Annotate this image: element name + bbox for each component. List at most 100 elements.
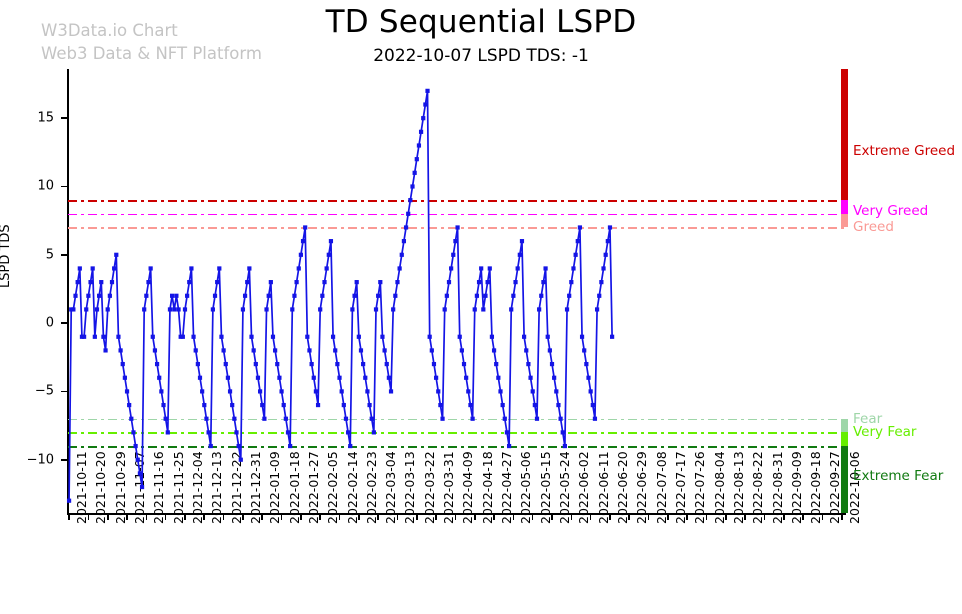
- data-series-lspd-tds: [66, 88, 615, 503]
- series-marker: [221, 348, 226, 353]
- series-marker: [300, 239, 306, 244]
- x-tick: [261, 513, 264, 520]
- series-marker: [491, 348, 497, 353]
- series-marker: [601, 266, 606, 271]
- threshold-line: [68, 418, 845, 421]
- series-marker: [182, 307, 188, 312]
- x-tick: [454, 513, 457, 520]
- series-marker: [363, 375, 368, 380]
- series-marker: [187, 280, 192, 285]
- x-tick: [647, 513, 650, 520]
- series-marker: [378, 280, 383, 285]
- series-marker: [457, 334, 462, 339]
- series-marker: [146, 280, 151, 285]
- series-marker: [384, 361, 389, 367]
- y-tick: [61, 185, 68, 188]
- series-marker: [73, 293, 78, 298]
- series-marker: [103, 348, 108, 353]
- series-marker: [129, 416, 134, 421]
- y-tick-label: 0: [45, 315, 54, 331]
- series-marker: [120, 361, 125, 367]
- series-marker: [522, 334, 527, 339]
- series-marker: [322, 280, 327, 285]
- series-marker: [328, 239, 334, 244]
- series-marker: [509, 307, 514, 312]
- series-marker: [571, 266, 576, 271]
- series-marker: [97, 293, 102, 298]
- series-marker: [513, 280, 518, 285]
- series-marker: [245, 280, 250, 285]
- x-tick: [300, 513, 302, 520]
- series-marker: [386, 375, 391, 380]
- series-marker: [114, 252, 119, 257]
- series-marker: [393, 293, 398, 298]
- series-marker: [193, 348, 198, 353]
- series-marker: [172, 307, 177, 312]
- series-marker: [502, 416, 507, 421]
- x-tick: [609, 513, 611, 520]
- series-marker: [154, 361, 160, 367]
- series-marker: [238, 457, 243, 462]
- series-marker: [496, 375, 501, 380]
- series-marker: [380, 334, 385, 339]
- y-tick: [61, 390, 68, 393]
- zone-label: Greed: [853, 219, 894, 236]
- x-tick: [570, 513, 573, 520]
- x-tick: [589, 513, 592, 520]
- series-marker: [451, 252, 456, 257]
- series-marker: [421, 116, 426, 121]
- series-marker: [489, 334, 495, 339]
- series-marker: [69, 307, 74, 312]
- x-tick: [512, 513, 515, 520]
- y-tick: [61, 458, 68, 461]
- series-marker: [279, 389, 284, 394]
- x-tick: [763, 513, 766, 520]
- series-marker: [365, 389, 370, 394]
- x-tick: [435, 513, 437, 520]
- series-marker: [144, 293, 149, 298]
- x-tick: [840, 513, 843, 520]
- series-marker: [277, 375, 282, 380]
- series-marker: [339, 389, 344, 394]
- y-tick: [61, 322, 68, 324]
- series-marker: [406, 211, 411, 216]
- x-tick: [493, 513, 495, 520]
- series-marker: [584, 361, 589, 367]
- series-marker: [605, 239, 610, 244]
- x-tick: [377, 513, 379, 520]
- series-marker: [545, 334, 550, 339]
- series-marker: [558, 416, 563, 421]
- series-marker: [573, 252, 578, 257]
- series-marker: [107, 293, 112, 298]
- series-marker: [346, 430, 351, 435]
- series-marker: [333, 348, 338, 353]
- series-marker: [485, 280, 490, 285]
- series-marker: [517, 252, 522, 257]
- series-marker: [470, 416, 475, 421]
- x-tick: [280, 513, 283, 520]
- zone-bar: [841, 213, 848, 228]
- series-marker: [305, 334, 310, 339]
- y-tick: [61, 253, 68, 256]
- series-marker: [318, 307, 323, 312]
- zone-bar: [841, 69, 848, 201]
- series-marker: [219, 334, 224, 339]
- series-marker: [594, 307, 600, 312]
- series-marker: [230, 402, 235, 408]
- series-marker: [268, 280, 273, 285]
- series-marker: [290, 307, 295, 312]
- series-marker: [200, 389, 205, 394]
- series-marker: [564, 307, 570, 312]
- series-marker: [133, 443, 138, 449]
- x-tick: [802, 513, 804, 520]
- x-tick: [87, 513, 90, 520]
- series-marker: [449, 266, 454, 271]
- chart-title: TD Sequential LSPD: [325, 4, 637, 40]
- series-marker: [324, 266, 329, 271]
- series-marker: [408, 198, 413, 203]
- series-marker: [260, 402, 265, 408]
- series-marker: [429, 348, 434, 353]
- y-tick-label: −10: [26, 452, 54, 468]
- series-marker: [446, 280, 452, 285]
